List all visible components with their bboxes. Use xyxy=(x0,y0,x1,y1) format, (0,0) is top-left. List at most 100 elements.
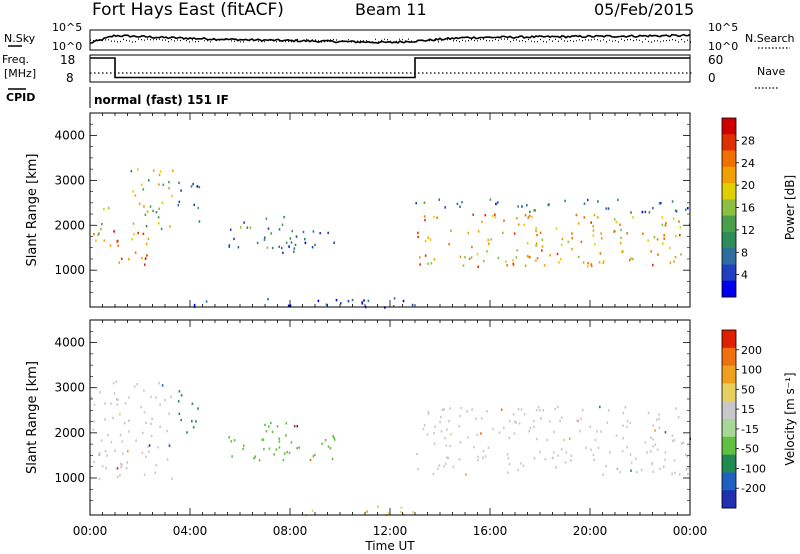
data-cell xyxy=(265,430,268,433)
data-cell xyxy=(658,417,660,421)
data-cell xyxy=(314,243,316,247)
data-cell xyxy=(508,463,511,466)
data-cell xyxy=(449,444,451,448)
velocity-colorbar-tick-label: 100 xyxy=(741,364,762,377)
data-cell xyxy=(565,451,568,454)
y-tick-label: 4000 xyxy=(54,128,85,142)
data-cell xyxy=(438,198,440,201)
data-cell xyxy=(571,248,573,251)
data-cell xyxy=(159,403,161,406)
data-cell xyxy=(433,432,435,435)
data-cell xyxy=(513,232,516,235)
data-cell xyxy=(276,425,279,428)
data-cell xyxy=(104,449,107,453)
data-cell xyxy=(624,406,627,409)
data-cell xyxy=(679,233,681,237)
data-cell xyxy=(432,472,435,476)
data-cell xyxy=(673,260,675,263)
data-cell xyxy=(449,407,451,410)
data-cell xyxy=(298,446,300,449)
data-cell xyxy=(312,230,315,233)
data-cell xyxy=(489,198,492,201)
data-cell xyxy=(535,409,538,412)
data-cell xyxy=(335,298,338,302)
data-cell xyxy=(278,437,280,440)
data-cell xyxy=(616,467,619,470)
data-cell xyxy=(311,509,314,512)
data-cell xyxy=(682,441,684,444)
power-colorbar-tick-label: 16 xyxy=(741,202,755,215)
data-cell xyxy=(592,225,594,228)
data-cell xyxy=(197,407,199,410)
data-cell xyxy=(147,237,150,241)
data-cell xyxy=(447,456,450,460)
data-cell xyxy=(285,241,288,244)
data-cell xyxy=(570,454,573,457)
data-cell xyxy=(168,412,170,415)
data-cell xyxy=(520,408,523,411)
data-cell xyxy=(145,455,147,459)
data-cell xyxy=(295,235,298,238)
data-cell xyxy=(518,422,521,425)
data-cell xyxy=(678,473,681,476)
data-cell xyxy=(142,232,145,236)
data-cell xyxy=(533,457,536,460)
data-cell xyxy=(444,206,446,209)
data-cell xyxy=(100,228,102,231)
data-cell xyxy=(571,237,574,240)
data-cell xyxy=(528,214,531,218)
data-cell xyxy=(539,450,541,454)
data-cell xyxy=(444,436,446,440)
data-cell xyxy=(267,298,269,301)
data-cell xyxy=(494,213,496,216)
data-cell xyxy=(290,241,293,244)
data-cell xyxy=(333,436,335,440)
data-cell xyxy=(630,469,632,472)
x-tick-label: 20:00 xyxy=(573,524,608,538)
data-cell xyxy=(671,200,674,203)
y-tick-label: 2000 xyxy=(54,426,85,440)
data-cell xyxy=(652,445,654,448)
data-cell xyxy=(112,381,115,385)
top-panels: N.Sky 10^5 10^0 10^5 10^0 N.Search Freq.[MHz] 1… xyxy=(2,21,795,108)
velocity-colorbar-tick-label: -200 xyxy=(741,482,766,495)
data-cell xyxy=(470,256,473,259)
data-cell xyxy=(104,418,106,421)
data-cell xyxy=(458,425,461,428)
data-cell xyxy=(417,467,419,471)
data-cell xyxy=(130,170,133,173)
power-colorbar-swatch xyxy=(722,183,736,200)
data-cell xyxy=(142,188,145,191)
data-cell xyxy=(290,441,293,444)
data-cell xyxy=(262,438,265,441)
data-cell xyxy=(556,252,559,256)
data-cell xyxy=(656,418,658,421)
data-cell xyxy=(521,205,523,208)
data-cell xyxy=(652,424,654,427)
data-cell xyxy=(327,231,329,235)
data-cell xyxy=(135,439,137,442)
data-cell xyxy=(487,446,490,449)
data-cell xyxy=(592,229,595,232)
data-cell xyxy=(140,183,143,186)
data-cell xyxy=(417,235,419,239)
freq-tick-bottom: 8 xyxy=(66,71,74,85)
data-cell xyxy=(168,187,170,190)
data-cell xyxy=(658,413,660,416)
data-cell xyxy=(412,511,414,514)
data-cell xyxy=(270,232,273,235)
data-cell xyxy=(674,256,677,259)
data-cell xyxy=(314,453,316,457)
data-cell xyxy=(351,298,354,302)
data-cell xyxy=(597,446,600,449)
velocity-colorbar: 200 100 50 15 -15 -50 -100 -200 Velocity [m s⁻¹] xyxy=(721,329,797,509)
data-cell xyxy=(524,264,527,267)
data-cell xyxy=(253,456,256,460)
data-cell xyxy=(278,446,281,449)
data-cell xyxy=(459,205,461,208)
data-cell xyxy=(552,456,554,460)
data-cell xyxy=(529,210,531,213)
data-cell xyxy=(555,227,558,230)
data-cell xyxy=(228,244,231,247)
data-cell xyxy=(635,470,638,474)
